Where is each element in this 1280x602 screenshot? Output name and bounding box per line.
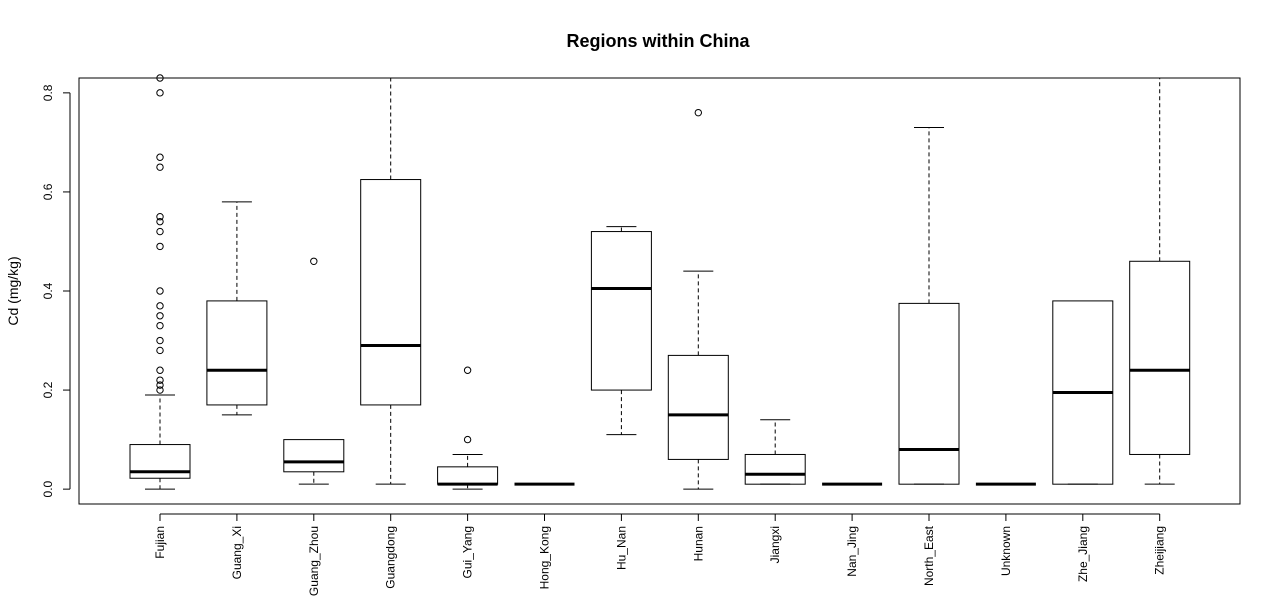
box-iqr bbox=[590, 231, 652, 391]
outlier-point bbox=[156, 153, 164, 161]
y-tick-label: 0.2 bbox=[41, 381, 55, 398]
box-hunan bbox=[667, 108, 729, 490]
box-guang-xi bbox=[206, 201, 268, 416]
outlier-point bbox=[156, 312, 164, 320]
outlier-point bbox=[156, 302, 164, 310]
x-tick-label: Hunan bbox=[691, 526, 705, 561]
box-iqr bbox=[667, 354, 729, 460]
y-tick-label: 0.4 bbox=[41, 282, 55, 299]
box-iqr bbox=[283, 439, 345, 473]
box-gui-yang bbox=[437, 366, 499, 490]
outlier-point bbox=[310, 257, 318, 265]
x-tick-label: North_East bbox=[922, 525, 936, 586]
box-jiangxi bbox=[744, 419, 806, 485]
box-iqr bbox=[437, 466, 499, 485]
x-tick-label: Zhe_Jiang bbox=[1076, 526, 1090, 582]
outlier-point bbox=[156, 227, 164, 236]
outlier-point bbox=[463, 435, 472, 444]
outlier-point bbox=[156, 321, 164, 330]
x-tick-label: Guang_Zhou bbox=[307, 526, 321, 596]
y-axis: 0.0 0.2 0.4 0.6 0.8 bbox=[41, 84, 71, 497]
x-tick-label: Unknown bbox=[999, 526, 1013, 576]
outlier-point bbox=[156, 242, 164, 251]
chart-title: Regions within China bbox=[567, 31, 751, 51]
outlier-point bbox=[156, 376, 164, 384]
outlier-point bbox=[156, 381, 164, 389]
x-tick-label: Zheijiang bbox=[1153, 526, 1167, 575]
box-north-east bbox=[898, 127, 960, 485]
box-fujian bbox=[129, 74, 191, 490]
outlier-point bbox=[156, 287, 164, 295]
box-zhe-jiang bbox=[1052, 300, 1114, 485]
x-axis: Fujian Guang_Xi Guang_Zhou Guangdong Gui_Yan… bbox=[153, 513, 1167, 596]
outlier-point bbox=[156, 386, 164, 394]
x-tick-label: Guang_Xi bbox=[230, 526, 244, 579]
boxes-group bbox=[129, 74, 1191, 490]
outlier-point bbox=[463, 366, 472, 374]
x-tick-label: Fujian bbox=[153, 526, 167, 559]
box-guang-zhou bbox=[283, 257, 345, 485]
outlier-point bbox=[156, 212, 164, 221]
box-iqr bbox=[360, 179, 422, 406]
x-tick-label: Hu_Nan bbox=[614, 526, 628, 570]
x-tick-label: Gui_Yang bbox=[461, 526, 475, 578]
box-iqr bbox=[1129, 260, 1191, 455]
box-iqr bbox=[898, 302, 960, 485]
box-hu-nan bbox=[590, 226, 652, 436]
y-tick-label: 0.0 bbox=[41, 480, 55, 497]
box-guangdong bbox=[360, 78, 422, 485]
box-iqr bbox=[206, 300, 268, 406]
outlier-point bbox=[694, 108, 702, 117]
box-zheijiang bbox=[1129, 78, 1191, 485]
x-tick-label: Nan_Jing bbox=[845, 526, 859, 577]
box-iqr bbox=[129, 444, 191, 479]
outlier-point bbox=[156, 89, 164, 97]
outlier-point bbox=[156, 74, 164, 82]
box-iqr bbox=[744, 453, 806, 485]
x-tick-label: Jiangxi bbox=[768, 526, 782, 563]
outlier-point bbox=[156, 217, 164, 226]
plot-frame bbox=[78, 77, 1241, 505]
x-tick-label: Hong_Kong bbox=[538, 526, 552, 589]
x-tick-label: Guangdong bbox=[384, 526, 398, 589]
outlier-point bbox=[156, 346, 164, 355]
y-axis-label: Cd (mg/kg) bbox=[5, 256, 21, 325]
outlier-point bbox=[156, 163, 164, 171]
y-tick-label: 0.8 bbox=[41, 84, 55, 101]
outlier-point bbox=[156, 366, 164, 374]
y-tick-label: 0.6 bbox=[41, 183, 55, 200]
outlier-point bbox=[156, 336, 164, 345]
